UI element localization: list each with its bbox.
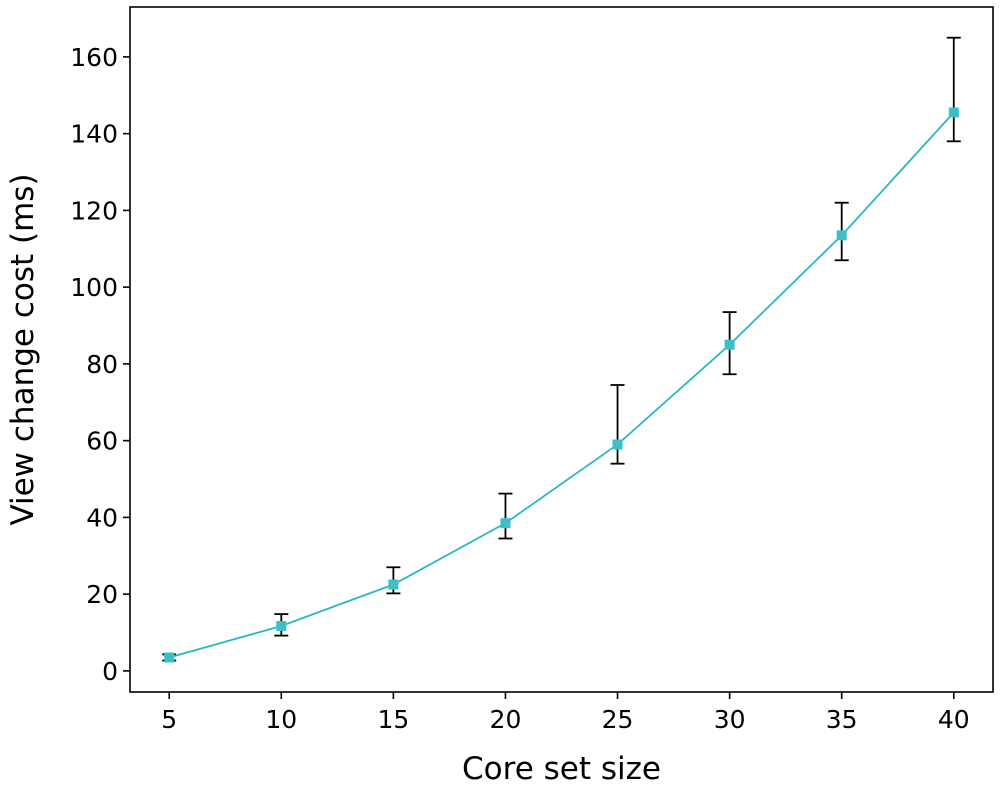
data-point	[724, 339, 735, 350]
y-tick-label: 20	[86, 580, 118, 609]
y-tick-label: 60	[86, 427, 118, 456]
x-tick-label: 35	[826, 705, 858, 734]
errorbars	[162, 36, 961, 662]
x-axis: 5 10 15 20 25 30 35 40	[161, 692, 970, 734]
data-point	[500, 518, 511, 529]
y-tick-label: 0	[102, 657, 118, 686]
series-line	[168, 111, 955, 659]
data-point	[948, 107, 959, 118]
x-tick-label: 10	[265, 705, 297, 734]
y-tick-label: 100	[70, 273, 118, 302]
data-point	[164, 652, 175, 663]
x-tick-label: 20	[490, 705, 522, 734]
y-axis: 0 20 40 60 80 100 120 140 160	[70, 43, 130, 686]
y-tick-label: 120	[70, 196, 118, 225]
x-axis-label: Core set size	[462, 751, 661, 787]
y-axis-label: View change cost (ms)	[5, 173, 41, 525]
x-tick-label: 15	[377, 705, 409, 734]
x-tick-label: 5	[161, 705, 177, 734]
x-tick-label: 25	[602, 705, 634, 734]
y-tick-label: 40	[86, 503, 118, 532]
plot-background	[130, 7, 993, 692]
data-point	[836, 230, 847, 241]
data-point	[276, 620, 287, 631]
data-point	[388, 579, 399, 590]
x-tick-label: 40	[938, 705, 970, 734]
y-tick-label: 140	[70, 120, 118, 149]
data-point	[612, 439, 623, 450]
plot-frame	[129, 6, 994, 693]
x-tick-label: 30	[714, 705, 746, 734]
series	[164, 107, 959, 663]
y-tick-label: 160	[70, 43, 118, 72]
y-tick-label: 80	[86, 350, 118, 379]
